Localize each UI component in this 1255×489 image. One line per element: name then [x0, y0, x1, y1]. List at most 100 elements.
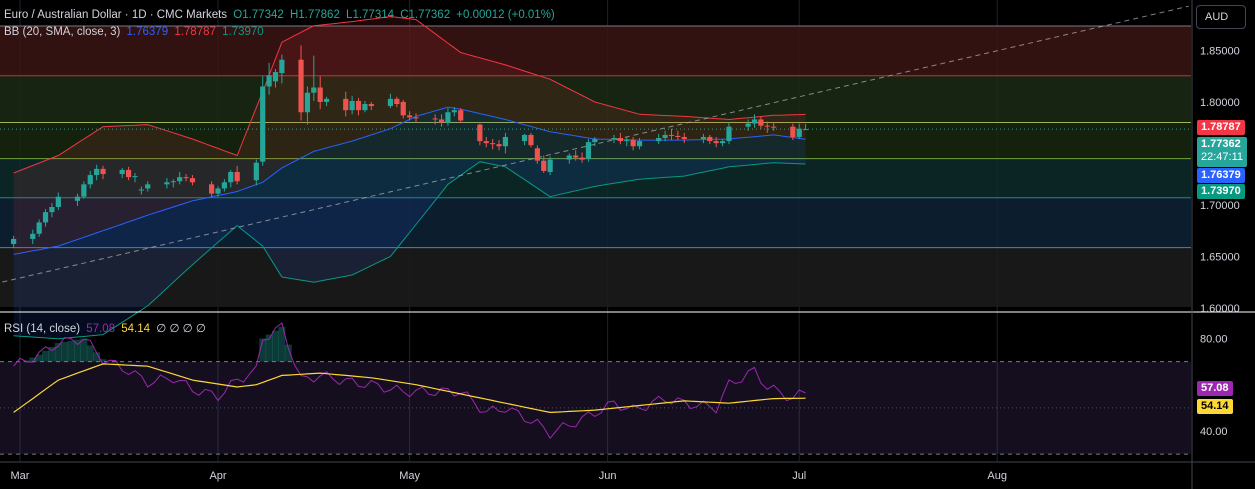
rsi-tick-label: 80.00: [1200, 333, 1228, 345]
candle-body: [94, 168, 100, 176]
last-price-value: 1.77362: [1201, 138, 1241, 150]
candle-body: [362, 104, 368, 111]
candle-body: [132, 176, 138, 178]
candle: [790, 123, 796, 141]
candle-body: [611, 137, 617, 140]
candle-body: [368, 104, 374, 107]
candle: [521, 133, 528, 146]
bb-upper-price-tag: 1.78787: [1197, 120, 1245, 135]
candlesticks[interactable]: [11, 45, 809, 249]
candle-body: [138, 189, 144, 191]
rsi-ma-value: 54.14: [121, 323, 151, 335]
price-zone: [0, 197, 1191, 248]
candle-body: [675, 135, 681, 137]
rsi-legend[interactable]: RSI (14, close) 57.08 54.14 ∅ ∅ ∅ ∅: [4, 321, 209, 335]
candle: [100, 165, 106, 180]
candle-body: [668, 134, 675, 136]
candle: [343, 91, 349, 117]
bb-lower-value: 1.73970: [222, 26, 264, 38]
candle: [726, 122, 732, 145]
trendline: [0, 5, 1189, 284]
currency-button[interactable]: AUD: [1196, 5, 1246, 29]
candle-body: [183, 177, 189, 179]
candle-body: [579, 157, 585, 160]
price-tick-label: 1.80000: [1200, 97, 1240, 109]
candle: [490, 139, 496, 150]
candle-body: [502, 136, 509, 147]
candle: [170, 179, 176, 188]
candle-body: [317, 87, 323, 102]
candle: [573, 150, 579, 161]
candle-body: [541, 160, 547, 171]
candle: [579, 152, 585, 163]
candle: [803, 123, 809, 131]
time-tick-label: May: [399, 470, 420, 482]
candle-body: [413, 117, 419, 119]
candle: [311, 55, 317, 101]
candle: [228, 169, 234, 188]
candle-body: [30, 233, 36, 239]
high-value: H1.77862: [289, 9, 340, 21]
candle: [483, 136, 489, 148]
candle: [272, 68, 279, 88]
last-price-tag: 1.77362 22:47:11: [1197, 137, 1248, 167]
candle-body: [438, 119, 445, 123]
candle: [394, 96, 400, 108]
candle-body: [260, 86, 266, 162]
candle: [87, 170, 93, 189]
candle: [266, 62, 272, 95]
candle-body: [764, 125, 770, 127]
candle: [362, 100, 368, 113]
candle: [42, 209, 49, 227]
rsi-ma-value-tag: 54.14: [1197, 399, 1233, 414]
candle: [407, 111, 413, 121]
price-zone: [0, 247, 1191, 307]
candle: [617, 132, 623, 145]
candle-body: [209, 184, 215, 194]
candle-body: [119, 169, 125, 175]
candle-body: [400, 101, 406, 116]
bb-lower-price-tag: 1.73970: [1197, 184, 1245, 199]
time-tick-label: Jun: [599, 470, 617, 482]
candle-body: [394, 98, 400, 105]
candle: [432, 114, 438, 125]
candle: [656, 133, 662, 145]
candle-body: [445, 112, 451, 123]
price-zone: [0, 158, 1191, 198]
candle-body: [528, 134, 534, 146]
candle-body: [355, 100, 362, 111]
rsi-tick-label: 40.00: [1200, 426, 1228, 438]
bb-legend[interactable]: BB (20, SMA, close, 3) 1.76379 1.78787 1…: [4, 26, 267, 38]
candle-body: [432, 118, 438, 120]
price-zone: [0, 75, 1191, 123]
candle: [496, 140, 502, 151]
candle-body: [707, 136, 713, 142]
candle-body: [272, 72, 279, 82]
candle: [55, 192, 61, 211]
candle: [681, 132, 687, 144]
candle-body: [42, 212, 49, 223]
candle: [260, 76, 266, 166]
candle: [719, 139, 726, 147]
candle-body: [228, 171, 234, 183]
candle: [541, 155, 547, 174]
candle: [36, 219, 42, 237]
candle: [234, 165, 240, 185]
candle: [630, 136, 636, 151]
candle-body: [490, 143, 496, 145]
candle-body: [719, 141, 726, 144]
candle-body: [177, 177, 183, 182]
time-tick-label: Apr: [209, 470, 226, 482]
candle: [547, 156, 553, 176]
close-value: C1.77362: [400, 9, 451, 21]
rsi-ma-line: [13, 363, 806, 414]
candle-body: [170, 181, 176, 183]
candle-body: [387, 98, 394, 107]
symbol-legend[interactable]: Euro / Australian Dollar · 1D · CMC Mark…: [4, 9, 558, 21]
candle-body: [145, 184, 151, 189]
candle: [636, 137, 643, 150]
rsi-empty-values: ∅ ∅ ∅ ∅: [156, 323, 206, 335]
candle-body: [700, 136, 707, 140]
candle-body: [311, 87, 317, 93]
